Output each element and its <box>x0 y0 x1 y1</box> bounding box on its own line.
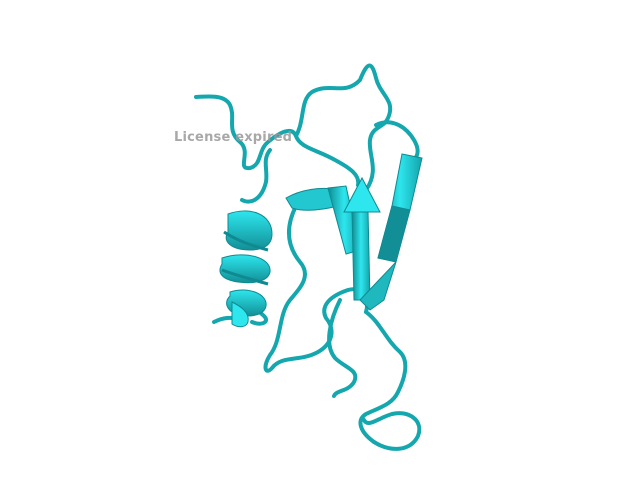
alpha-helix <box>219 210 273 328</box>
short-strand <box>285 185 361 255</box>
license-watermark: License expired <box>174 130 293 145</box>
beta-sheet <box>343 153 423 311</box>
coil-loops <box>194 63 422 451</box>
